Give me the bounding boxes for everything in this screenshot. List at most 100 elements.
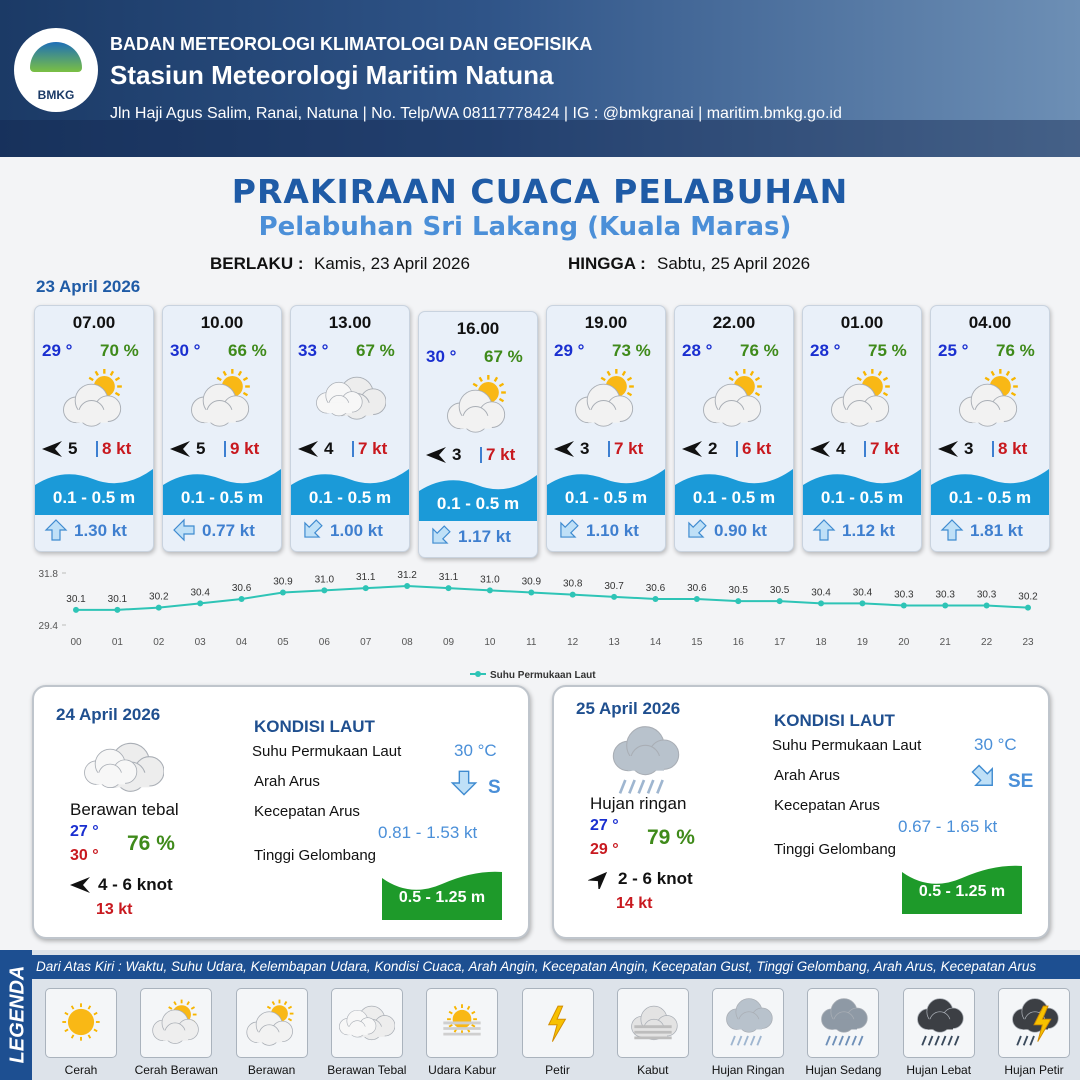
separator — [608, 441, 610, 457]
direction-arrow — [450, 770, 478, 796]
sst-label: Suhu Permukaan Laut — [252, 743, 402, 760]
cloud-base — [76, 409, 108, 423]
card-wind: 4 — [324, 439, 334, 458]
x-tick-label: 09 — [443, 637, 455, 648]
wave-value: 0.5 - 1.25 m — [918, 883, 1006, 900]
wind-arrow-shape — [298, 441, 318, 457]
separator — [96, 441, 98, 457]
direction-arrow — [44, 519, 68, 541]
x-tick-label: 13 — [609, 637, 621, 648]
x-tick-label: 03 — [195, 637, 207, 648]
weather-icon — [547, 1005, 566, 1042]
valid-to: Sabtu, 25 April 2026 — [657, 254, 811, 273]
value-label: 30.8 — [563, 579, 583, 590]
day-temp-min: 27 ° — [70, 823, 99, 840]
value-label: 31.1 — [439, 572, 459, 583]
value-label: 30.3 — [935, 590, 955, 601]
sun-ray — [287, 1017, 292, 1022]
x-tick-label: 17 — [774, 637, 786, 648]
card-time: 07.00 — [72, 313, 116, 332]
sun-ray — [64, 1028, 69, 1033]
sun-ray — [734, 370, 739, 376]
weather-icon — [191, 369, 250, 427]
sun-ray — [448, 1023, 453, 1028]
address: Jln Haji Agus Salim, Ranai, Natuna | No.… — [110, 105, 842, 122]
current-dir-label: Arah Arus — [254, 773, 320, 790]
card-gust: 8 kt — [998, 439, 1028, 458]
card-wave: 0.1 - 0.5 m — [308, 488, 392, 507]
arrow-shape — [432, 525, 451, 544]
wave-band — [291, 469, 409, 515]
weather-icon — [1012, 998, 1059, 1046]
card-wave: 0.1 - 0.5 m — [52, 488, 136, 507]
sun-ray — [478, 376, 483, 382]
legend-item: Berawan — [247, 1063, 296, 1077]
x-tick-label: 15 — [691, 637, 703, 648]
rain-drop — [953, 1035, 960, 1046]
x-tick-label: 02 — [153, 637, 165, 648]
cloud — [63, 383, 122, 427]
card-temp: 30 ° — [426, 347, 457, 366]
card-current: 1.81 kt — [970, 521, 1023, 540]
sst-point — [611, 593, 618, 600]
cloud-base — [832, 1019, 858, 1030]
weather-icon — [821, 998, 869, 1046]
sun-ray — [877, 370, 883, 376]
x-tick-label: 18 — [815, 637, 827, 648]
sun-ray — [216, 376, 222, 382]
sun-ray — [173, 1001, 178, 1006]
sun-ray — [93, 1028, 98, 1033]
wind-arrow-shape — [42, 441, 62, 457]
sun-ray — [882, 376, 889, 382]
cloud — [84, 748, 138, 789]
sst-point — [114, 606, 121, 613]
wind-arrow-shape — [426, 447, 446, 463]
sun-ray — [621, 370, 627, 376]
legend-item: Cerah — [64, 1063, 98, 1077]
wave-shape — [547, 469, 665, 515]
x-tick-label: 10 — [484, 637, 496, 648]
card-current: 1.00 kt — [330, 521, 383, 540]
cloud-base — [927, 1019, 953, 1030]
sun-ray — [242, 391, 249, 397]
sun — [452, 1009, 472, 1029]
rain-drop — [1022, 1035, 1029, 1046]
rain-drop — [628, 779, 636, 794]
rain-drop — [736, 1035, 743, 1046]
value-label: 30.1 — [66, 594, 86, 605]
wind-arrow — [70, 877, 90, 893]
sst-label: Suhu Permukaan Laut — [772, 737, 922, 754]
weather-icon — [575, 369, 634, 427]
arrow-shape — [812, 519, 836, 541]
card-humidity: 73 % — [612, 341, 651, 360]
legend-item: Udara Kabur — [428, 1063, 497, 1077]
sun-ray — [471, 1023, 476, 1028]
sun-ray — [237, 370, 243, 376]
rain-drop — [940, 1035, 947, 1046]
cloud — [338, 1009, 377, 1038]
sst-point — [73, 606, 79, 613]
valid-to-label: HINGGA : — [568, 254, 646, 273]
cloud-base — [588, 409, 620, 423]
card-gust: 9 kt — [230, 439, 260, 458]
sst-point — [693, 596, 700, 602]
header-shade — [0, 120, 1080, 157]
sun-ray — [749, 370, 755, 376]
legend-note: Dari Atas Kiri : Waktu, Suhu Udara, Kele… — [36, 959, 1037, 974]
rain-drop — [756, 1035, 763, 1046]
legend-item: Petir — [545, 1063, 570, 1077]
wave-shape — [902, 865, 1022, 914]
value-label: 30.3 — [977, 590, 997, 601]
cloud — [1012, 998, 1059, 1033]
direction-arrow — [432, 525, 451, 544]
sst-point — [859, 600, 866, 607]
card-temp: 33 ° — [298, 341, 329, 360]
value-label: 30.4 — [811, 587, 831, 598]
rain-drop — [934, 1035, 940, 1046]
y-tick-label: 29.4 — [39, 621, 59, 632]
card-wave: 0.1 - 0.5 m — [820, 488, 904, 507]
legend-item: Cerah Berawan — [134, 1063, 218, 1077]
sst-point — [279, 589, 286, 596]
card-temp: 30 ° — [170, 341, 201, 360]
sst-point — [238, 596, 245, 602]
